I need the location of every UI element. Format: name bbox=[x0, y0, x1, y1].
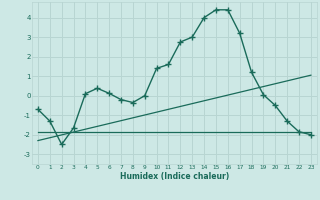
X-axis label: Humidex (Indice chaleur): Humidex (Indice chaleur) bbox=[120, 172, 229, 181]
